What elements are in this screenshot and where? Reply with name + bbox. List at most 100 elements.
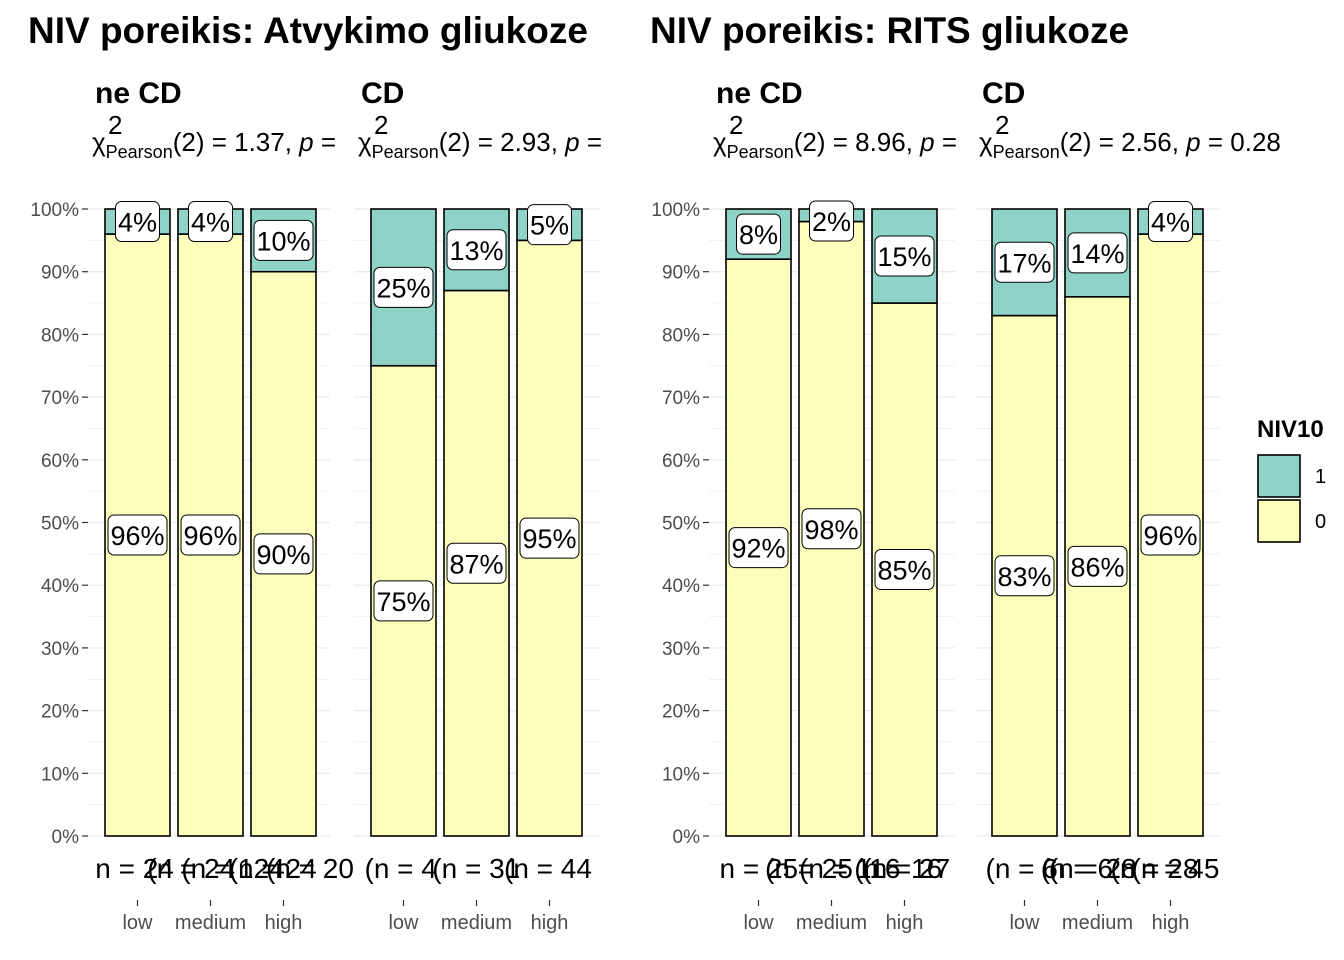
legend: NIV10 1 0: [1257, 416, 1326, 543]
stat-superscript: 2: [729, 110, 743, 140]
stat-value: (2) = 2.56,: [1060, 127, 1186, 157]
chi-symbol: χ: [713, 127, 727, 157]
stat-p-value: =: [580, 127, 602, 157]
bar-label-box: [373, 580, 434, 622]
bar-label-box: [801, 508, 862, 550]
y-tick-label: 40%: [41, 576, 79, 597]
stat-p-symbol: p: [564, 127, 579, 157]
sample-size-label: (n = 4: [365, 853, 437, 884]
bar-label-text: 96%: [110, 521, 164, 551]
bar-label-text: 14%: [1070, 239, 1124, 269]
legend-title: NIV10: [1257, 416, 1324, 443]
chart-title: NIV poreikis: RITS gliukoze: [650, 10, 1129, 51]
bar-label-box: [446, 229, 507, 271]
bar-label-text: 2%: [812, 207, 851, 237]
bar-label-1: 14%: [1067, 232, 1128, 274]
x-tick-label: low: [122, 912, 153, 934]
x-tick-label: high: [531, 912, 569, 934]
y-tick-label: 80%: [41, 325, 79, 346]
bar-label-1: 4%: [1148, 201, 1193, 243]
stat-superscript: 2: [108, 110, 122, 140]
bar-label-text: 13%: [449, 236, 503, 266]
bar-label-box: [728, 527, 789, 569]
stat-value: (2) = 8.96,: [794, 127, 920, 157]
bar-label-text: 92%: [731, 534, 785, 564]
sample-size-label: (n = 31: [432, 853, 520, 884]
y-tick-label: 50%: [662, 514, 700, 535]
chi-symbol: χ: [92, 127, 106, 157]
sample-size-label: (n = 25: [765, 853, 853, 884]
bar-label-text: 15%: [877, 242, 931, 272]
x-tick-label: low: [743, 912, 774, 934]
bar-label-1: 5%: [527, 204, 572, 246]
bar-label-text: 4%: [1151, 208, 1190, 238]
sample-size-label: (n = 124: [181, 853, 285, 884]
bar-label-text: 85%: [877, 556, 931, 586]
bar-label-text: 87%: [449, 549, 503, 579]
y-tick-label: 100%: [651, 200, 700, 221]
bar-label-text: 4%: [191, 208, 230, 238]
x-tick-label: high: [265, 912, 303, 934]
stat-p-value: =: [935, 127, 957, 157]
stat-subscript: Pearson: [727, 142, 794, 162]
bar-label-1: 25%: [373, 266, 434, 308]
y-tick-label: 90%: [41, 263, 79, 284]
sample-size-label: (n = 16: [854, 853, 942, 884]
bar-label-box: [809, 200, 854, 242]
bar-label-0: 92%: [728, 527, 789, 569]
x-tick-label: medium: [441, 912, 512, 934]
x-tick-label: medium: [1062, 912, 1133, 934]
bar-label-box: [519, 517, 580, 559]
bar-label-box: [1148, 201, 1193, 243]
sample-size-label: (n = 24: [147, 853, 235, 884]
facet-panel-ne-cd: 0% 10% 20% 30% 40% 50% 60% 70% 80% 90% 100% ne CD χP…: [651, 77, 957, 934]
x-tick-label: high: [886, 912, 924, 934]
y-tick-label: 70%: [41, 388, 79, 409]
stat-subtitle: χPearson(2) = 2.56, p = 0.28: [979, 127, 1281, 162]
stat-subscript: Pearson: [106, 142, 173, 162]
stat-subtitle: χPearson(2) = 2.93, p =: [358, 127, 602, 162]
sample-size-label: (n = 6: [986, 853, 1058, 884]
legend-label: 0: [1315, 511, 1326, 533]
bar-label-0: 75%: [373, 580, 434, 622]
y-tick-label: 10%: [662, 764, 700, 785]
bar-label-box: [253, 219, 314, 261]
sample-size-label: (n = 20: [266, 853, 354, 884]
stat-superscript: 2: [995, 110, 1009, 140]
bar-label-text: 90%: [256, 540, 310, 570]
bar-label-box: [115, 201, 160, 243]
y-tick-label: 100%: [30, 200, 79, 221]
facet-panel-ne-cd: 0% 10% 20% 30% 40% 50% 60% 70% 80% 90% 100% ne CD χP…: [30, 77, 354, 934]
stat-p-symbol: p: [1185, 127, 1200, 157]
bar-label-0: 98%: [801, 508, 862, 550]
bar-label-box: [1140, 514, 1201, 556]
bar-label-box: [1067, 545, 1128, 587]
bar-label-0: 96%: [180, 514, 241, 556]
facet-title: CD: [982, 77, 1025, 110]
bar-label-0: 83%: [994, 555, 1055, 597]
sample-size-label: (n = 28: [1111, 853, 1199, 884]
bar-label-text: 98%: [804, 515, 858, 545]
bar-label-1: 4%: [188, 201, 233, 243]
stat-p-symbol: p: [298, 127, 313, 157]
bar-label-box: [446, 542, 507, 584]
chi-symbol: χ: [979, 127, 993, 157]
x-tick-label: medium: [796, 912, 867, 934]
y-tick-label: 30%: [662, 639, 700, 660]
bar-label-box: [994, 555, 1055, 597]
bar-label-1: 4%: [115, 201, 160, 243]
facet-title: ne CD: [716, 77, 803, 110]
x-tick-label: low: [1009, 912, 1040, 934]
sample-size-label: (n = 24: [229, 853, 317, 884]
stat-subscript: Pearson: [993, 142, 1060, 162]
bar-label-box: [1067, 232, 1128, 274]
stat-p-value: = 0.28: [1201, 127, 1281, 157]
sample-size-label: n = 25: [720, 853, 799, 884]
y-tick-label: 40%: [662, 576, 700, 597]
bar-label-box: [527, 204, 572, 246]
bar-label-text: 83%: [997, 562, 1051, 592]
bar-label-1: 10%: [253, 219, 314, 261]
bar-label-text: 75%: [376, 587, 430, 617]
